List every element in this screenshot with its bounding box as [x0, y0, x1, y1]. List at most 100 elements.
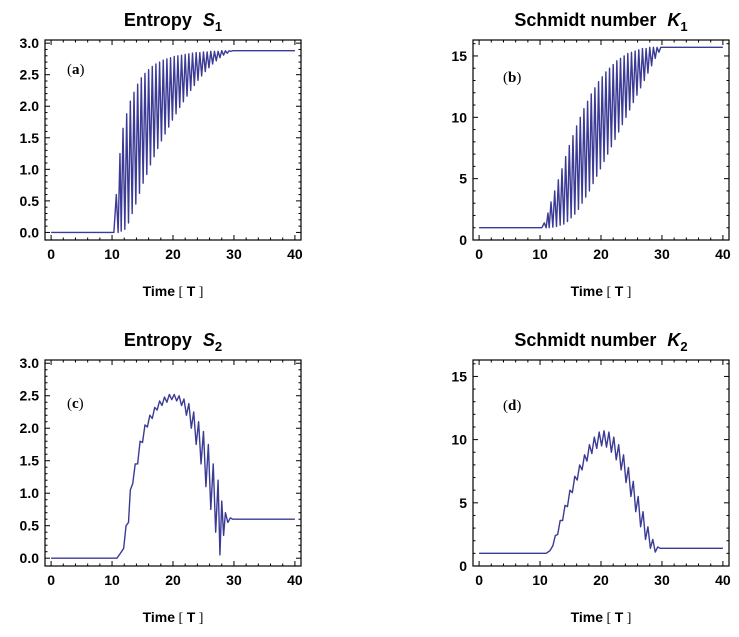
x-axis-label: Time [ T ]	[571, 609, 632, 626]
y-tick-label: 1.0	[20, 161, 40, 177]
y-tick-label: 0.5	[20, 518, 40, 534]
x-axis-bracket-open: [	[175, 611, 187, 626]
panel-label-close: )	[516, 398, 521, 414]
x-axis-label: Time [ T ]	[571, 283, 632, 300]
x-axis-bracket-close: ]	[623, 611, 631, 626]
panel-c: Entropy S20 10 20 30 400.00.51.01.52.02.53.0…	[20, 330, 303, 626]
title-space	[656, 10, 661, 30]
x-axis-label-text: Time	[571, 283, 604, 299]
x-tick-label: 40	[287, 246, 303, 262]
series-line	[479, 430, 723, 555]
panel-label-letter: d	[508, 398, 517, 414]
x-tick-label: 0	[475, 572, 483, 588]
x-axis-label: Time [ T ]	[143, 283, 204, 300]
chart-title-subscript: 2	[680, 339, 687, 354]
chart-title: Entropy S2	[124, 330, 222, 354]
chart-title-subscript: 2	[215, 339, 222, 354]
x-tick-label: 30	[226, 572, 242, 588]
x-tick-label: 10	[532, 572, 548, 588]
chart-title-symbol: K	[667, 10, 682, 30]
x-axis-bracket-open: [	[175, 285, 187, 300]
x-tick-label: 30	[654, 572, 670, 588]
x-axis-bracket-open: [	[603, 285, 615, 300]
chart-title: Schmidt number K1	[514, 10, 687, 34]
x-tick-label: 0	[47, 246, 55, 262]
panel-label: (b)	[503, 70, 521, 86]
panel-label: (a)	[67, 62, 85, 78]
x-axis-bracket-close: ]	[623, 285, 631, 300]
panel-label: (c)	[67, 396, 84, 412]
x-axis-unit: T	[187, 609, 196, 625]
panel-label-letter: b	[508, 70, 516, 86]
x-tick-label: 20	[593, 246, 609, 262]
y-tick-label: 2.0	[20, 420, 40, 436]
y-tick-label: 1.5	[20, 130, 40, 146]
x-axis-bracket-close: ]	[195, 611, 203, 626]
y-tick-label: 10	[451, 109, 467, 125]
plot-frame	[472, 359, 730, 567]
series-line	[479, 46, 723, 229]
title-space	[656, 330, 661, 350]
y-tick-label: 0	[459, 558, 467, 574]
x-tick-label: 0	[47, 572, 55, 588]
panel-label-open: (	[67, 62, 72, 78]
plot-frame	[44, 359, 302, 567]
panel-label-close: )	[80, 62, 85, 78]
y-tick-label: 0.0	[20, 224, 40, 240]
x-axis-bracket-close: ]	[195, 285, 203, 300]
y-tick-label: 2.5	[20, 67, 40, 83]
chart-title-symbol: S	[203, 330, 215, 350]
y-tick-label: 0.5	[20, 193, 40, 209]
panel-label-close: )	[79, 396, 84, 412]
x-axis-unit: T	[187, 283, 196, 299]
y-tick-label: 15	[451, 368, 467, 384]
panel-label-open: (	[503, 398, 508, 414]
y-tick-label: 0.0	[20, 550, 40, 566]
y-tick-label: 10	[451, 432, 467, 448]
chart-title-text: Schmidt number	[514, 330, 656, 350]
x-tick-label: 20	[593, 572, 609, 588]
y-tick-label: 2.5	[20, 388, 40, 404]
x-tick-label: 40	[715, 572, 731, 588]
chart-title-subscript: 1	[680, 19, 687, 34]
x-axis-bracket-open: [	[603, 611, 615, 626]
chart-title-symbol: S	[203, 10, 215, 30]
panel-a: Entropy S10 10 20 30 400.00.51.01.52.02.53.0…	[20, 10, 303, 300]
panel-label-letter: c	[72, 396, 79, 412]
y-tick-label: 3.0	[20, 35, 40, 51]
panel-label: (d)	[503, 398, 521, 414]
x-axis-label-text: Time	[571, 609, 604, 625]
x-tick-label: 30	[654, 246, 670, 262]
title-space	[192, 10, 197, 30]
x-tick-label: 40	[715, 246, 731, 262]
x-axis-label-text: Time	[143, 283, 176, 299]
panel-label-close: )	[516, 70, 521, 86]
panel-label-open: (	[67, 396, 72, 412]
x-tick-label: 10	[104, 246, 120, 262]
panel-label-letter: a	[72, 62, 80, 78]
x-tick-label: 0	[475, 246, 483, 262]
chart-title-subscript: 1	[215, 19, 222, 34]
series-line	[51, 393, 295, 559]
x-axis-label-text: Time	[143, 609, 176, 625]
x-tick-label: 10	[532, 246, 548, 262]
title-space	[192, 330, 197, 350]
y-tick-label: 1.0	[20, 485, 40, 501]
y-tick-label: 3.0	[20, 355, 40, 371]
x-tick-label: 10	[104, 572, 120, 588]
chart-title-text: Schmidt number	[514, 10, 656, 30]
x-tick-label: 30	[226, 246, 242, 262]
y-tick-label: 0	[459, 232, 467, 248]
y-tick-label: 5	[459, 171, 467, 187]
y-tick-label: 15	[451, 48, 467, 64]
series-line	[51, 50, 295, 234]
y-tick-label: 1.5	[20, 453, 40, 469]
x-tick-label: 40	[287, 572, 303, 588]
y-tick-label: 2.0	[20, 98, 40, 114]
chart-title-text: Entropy	[124, 330, 192, 350]
chart-title-symbol: K	[667, 330, 682, 350]
x-tick-label: 20	[165, 572, 181, 588]
